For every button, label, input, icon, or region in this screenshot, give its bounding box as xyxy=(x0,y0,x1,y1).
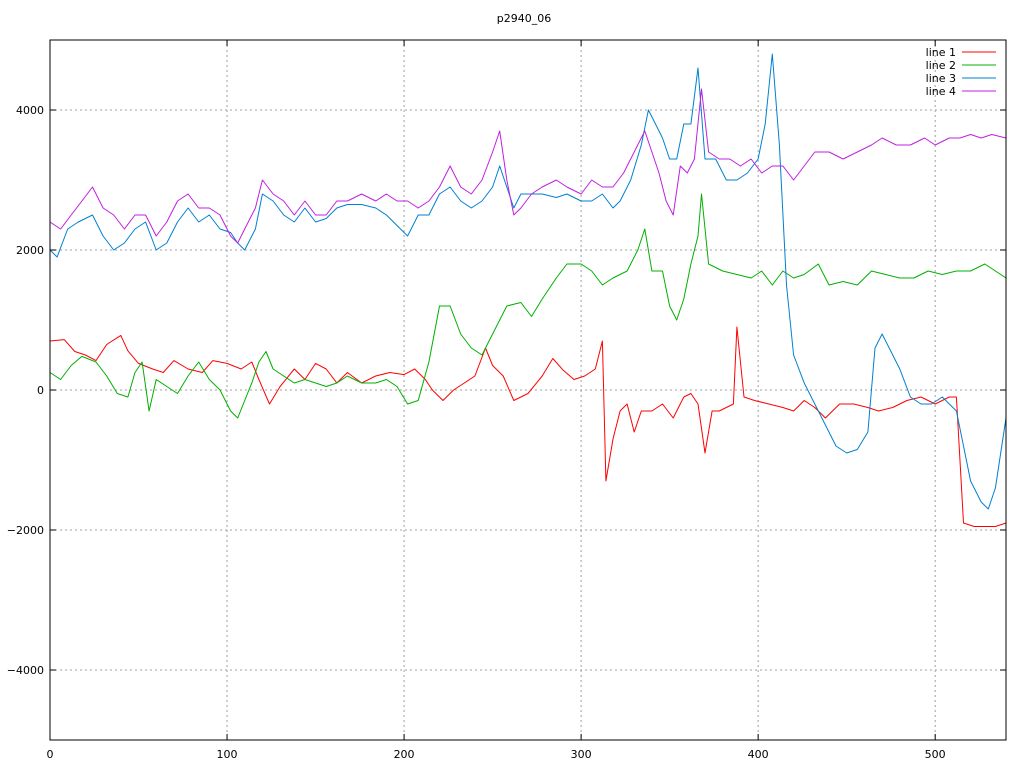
legend-label: line 1 xyxy=(926,46,956,59)
legend-label: line 2 xyxy=(926,59,956,72)
series-line-3 xyxy=(49,53,1007,510)
series-line-4 xyxy=(49,88,1007,244)
legend-label: line 3 xyxy=(926,72,956,85)
chart-title: p2940_06 xyxy=(497,12,551,25)
axis-ticks: 0 100 200 300 400 500 −4000 −2000 0 2000 4000 xyxy=(7,40,1006,761)
series-line-2 xyxy=(49,193,1007,419)
x-tick-label: 400 xyxy=(748,748,769,761)
y-tick-label: 2000 xyxy=(16,244,44,257)
y-tick-label: −4000 xyxy=(7,664,44,677)
y-tick-label: 0 xyxy=(37,384,44,397)
x-tick-label: 200 xyxy=(394,748,415,761)
x-tick-label: 100 xyxy=(217,748,238,761)
x-tick-label: 300 xyxy=(571,748,592,761)
series-line-1 xyxy=(49,326,1007,527)
y-tick-label: −2000 xyxy=(7,524,44,537)
y-tick-label: 4000 xyxy=(16,104,44,117)
x-tick-label: 500 xyxy=(925,748,946,761)
grid xyxy=(50,40,1006,740)
x-tick-label: 0 xyxy=(47,748,54,761)
series-group xyxy=(49,53,1007,527)
legend-label: line 4 xyxy=(926,85,956,98)
plot-frame xyxy=(49,39,1007,741)
